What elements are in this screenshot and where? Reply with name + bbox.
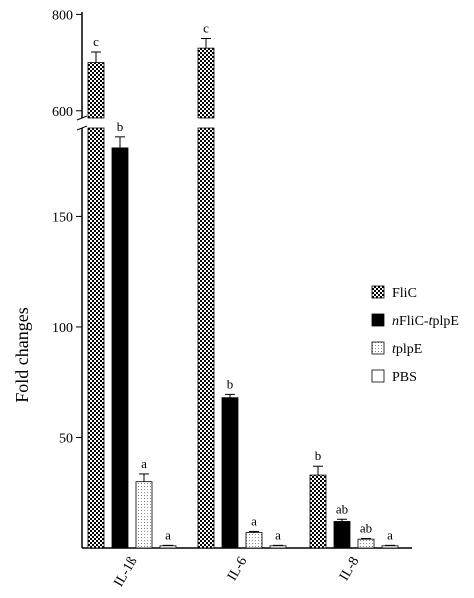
significance-label: b — [227, 376, 234, 391]
significance-label: a — [275, 527, 281, 542]
legend-swatch — [371, 341, 385, 355]
significance-label: b — [117, 119, 124, 134]
bar — [269, 545, 287, 549]
significance-label: a — [141, 456, 147, 471]
bar — [245, 532, 263, 549]
significance-label: b — [315, 448, 322, 463]
bar — [87, 62, 105, 119]
bar — [309, 474, 327, 549]
significance-label: a — [387, 527, 393, 542]
x-tick-label: IL-1ß — [112, 555, 141, 590]
bar — [381, 545, 399, 549]
significance-label: c — [93, 34, 99, 49]
legend-label: tplpE — [392, 342, 422, 357]
y-tick-label: 50 — [59, 431, 73, 446]
y-tick-label: 800 — [52, 8, 73, 23]
y-axis-label: Fold changes — [12, 307, 32, 402]
bar — [159, 545, 177, 549]
significance-label: ab — [360, 520, 372, 535]
bar — [197, 47, 215, 119]
y-tick-label: 150 — [52, 210, 73, 225]
bar — [111, 147, 129, 549]
significance-label: a — [165, 527, 171, 542]
x-tick-label: IL-8 — [337, 555, 362, 584]
bar — [333, 521, 351, 549]
legend-label: PBS — [392, 370, 417, 385]
legend: FliC nFliC-tplpE tplpE PBS — [371, 285, 459, 385]
bar — [221, 397, 239, 549]
significance-label: a — [251, 513, 257, 528]
legend-label: FliC — [392, 286, 417, 301]
legend-swatch — [371, 369, 385, 383]
bar — [135, 481, 153, 549]
legend-label: nFliC-tplpE — [392, 314, 459, 329]
x-tick-label: IL-6 — [225, 555, 250, 584]
bar — [357, 538, 375, 549]
legend-swatch — [371, 313, 385, 327]
bar — [197, 127, 215, 549]
y-tick-label: 600 — [52, 105, 73, 120]
significance-label: ab — [336, 501, 348, 516]
y-axis-break-mark — [76, 115, 88, 121]
bar — [87, 127, 105, 549]
y-tick-label: 100 — [52, 321, 73, 336]
legend-swatch — [371, 285, 385, 299]
significance-label: c — [203, 21, 209, 36]
y-axis-break-mark — [76, 125, 88, 131]
